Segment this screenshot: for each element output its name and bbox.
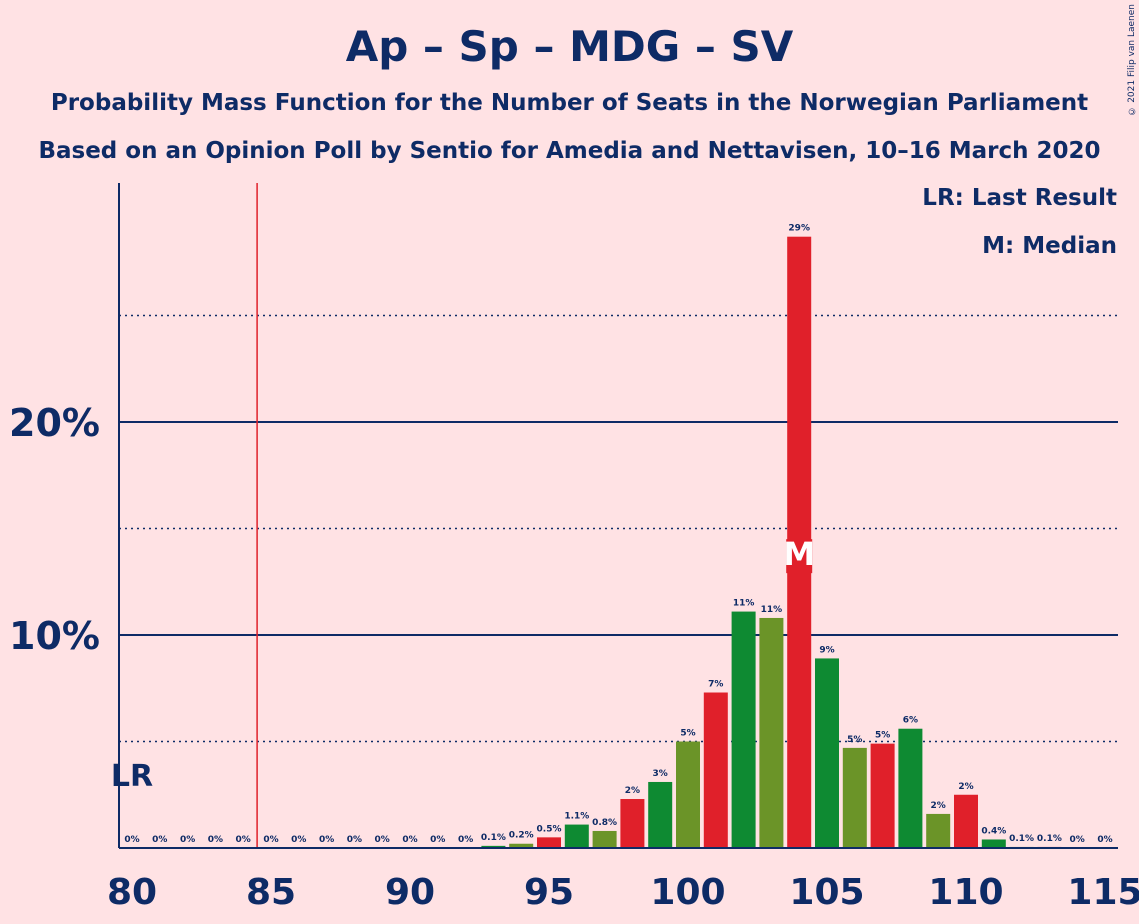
data-label: 0% bbox=[208, 835, 223, 845]
x-tick-label: 90 bbox=[385, 872, 435, 913]
y-tick-label: 20% bbox=[9, 401, 100, 445]
chart-subtitle-1: Probability Mass Function for the Number… bbox=[50, 90, 1089, 116]
chart-subtitle-2: Based on an Opinion Poll by Sentio for A… bbox=[38, 138, 1101, 164]
bar bbox=[870, 743, 895, 848]
bar bbox=[731, 611, 756, 848]
data-label: 3% bbox=[653, 769, 668, 779]
x-tick-label: 95 bbox=[524, 872, 574, 913]
data-label: 1.1% bbox=[564, 812, 589, 822]
data-label: 0% bbox=[402, 835, 417, 845]
data-label: 0% bbox=[124, 835, 139, 845]
bar bbox=[981, 839, 1006, 848]
bar bbox=[537, 837, 561, 848]
x-tick-label: 85 bbox=[246, 872, 296, 913]
data-label: 5% bbox=[847, 735, 862, 745]
data-label: 9% bbox=[819, 645, 834, 655]
data-label: 0.1% bbox=[1009, 834, 1034, 844]
data-label: 0% bbox=[263, 835, 278, 845]
bar bbox=[648, 781, 673, 848]
x-tick-label: 115 bbox=[1067, 872, 1139, 913]
bar bbox=[592, 830, 617, 848]
bar bbox=[564, 824, 589, 848]
data-label: 0% bbox=[347, 835, 362, 845]
x-tick-label: 110 bbox=[928, 872, 1003, 913]
data-label: 0% bbox=[1070, 835, 1085, 845]
bar bbox=[676, 741, 700, 848]
data-label: 2% bbox=[625, 786, 640, 796]
data-label: 2% bbox=[958, 782, 973, 792]
legend-last-result: LR: Last Result bbox=[922, 185, 1117, 211]
data-label: 29% bbox=[788, 224, 810, 234]
data-label: 0% bbox=[319, 835, 334, 845]
median-marker-background bbox=[786, 539, 813, 574]
data-label: 0.8% bbox=[592, 818, 617, 828]
x-tick-label: 80 bbox=[107, 872, 157, 913]
y-tick-label: 10% bbox=[9, 614, 100, 658]
bar bbox=[898, 728, 923, 848]
data-label: 0.1% bbox=[481, 833, 506, 843]
data-label: 7% bbox=[708, 680, 723, 690]
data-label: 0.4% bbox=[981, 826, 1006, 836]
bar bbox=[759, 617, 784, 848]
data-label: 0% bbox=[291, 835, 306, 845]
bar bbox=[481, 845, 506, 848]
data-label: 5% bbox=[680, 729, 695, 739]
x-tick-label: 100 bbox=[650, 872, 725, 913]
bar bbox=[954, 794, 978, 848]
bar bbox=[926, 813, 951, 848]
data-label: 6% bbox=[903, 716, 918, 726]
data-label: 0% bbox=[375, 835, 390, 845]
data-label: 5% bbox=[875, 731, 890, 741]
data-label: 11% bbox=[761, 605, 783, 615]
data-label: 2% bbox=[931, 801, 946, 811]
bar bbox=[620, 799, 645, 848]
data-label: 11% bbox=[733, 599, 755, 609]
data-label: 0% bbox=[430, 835, 445, 845]
data-label: 0.1% bbox=[1037, 834, 1062, 844]
median-marker: M bbox=[783, 535, 815, 573]
bar bbox=[703, 692, 728, 848]
data-label: 0% bbox=[180, 835, 195, 845]
last-result-label: LR bbox=[111, 759, 153, 794]
bar bbox=[842, 747, 867, 848]
data-label: 0% bbox=[1097, 835, 1112, 845]
data-label: 0.5% bbox=[537, 824, 562, 834]
data-label: 0% bbox=[458, 835, 473, 845]
x-tick-label: 105 bbox=[789, 872, 864, 913]
data-label: 0% bbox=[236, 835, 251, 845]
bar bbox=[815, 658, 839, 848]
legend-median: M: Median bbox=[982, 233, 1117, 259]
data-label: 0.2% bbox=[509, 831, 534, 841]
data-label: 0% bbox=[152, 835, 167, 845]
chart-title: Ap – Sp – MDG – SV bbox=[345, 22, 794, 71]
bar bbox=[509, 843, 534, 848]
